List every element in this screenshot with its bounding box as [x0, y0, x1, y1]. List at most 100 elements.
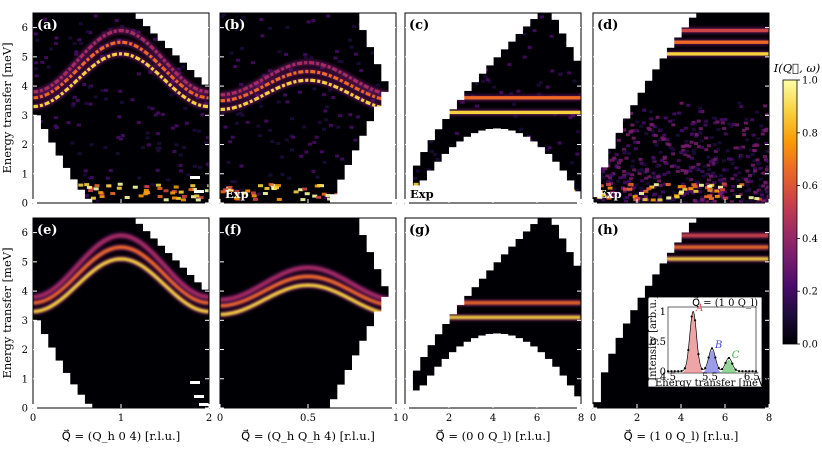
inset-peak-label-B: B — [714, 340, 722, 351]
branch-3 — [220, 266, 396, 302]
ytick-label: 3 — [22, 316, 28, 327]
xtick-label: 0 — [30, 413, 36, 424]
panel-label: (a) — [37, 18, 58, 33]
branch-1 — [593, 257, 769, 261]
inset-xtick-label: 6.5 — [744, 372, 760, 383]
dispersion-branches — [33, 232, 209, 315]
dispersion-branches — [405, 299, 581, 321]
xtick-label: 0 — [217, 413, 223, 424]
inset-data-point — [693, 319, 697, 322]
xtick-label: 4 — [678, 413, 684, 424]
branch-2 — [220, 69, 396, 103]
ytick-label: 5 — [22, 52, 28, 63]
ytick-label: 4 — [22, 82, 28, 93]
panel-label: (e) — [37, 223, 58, 238]
ytick-label: 1 — [22, 169, 28, 180]
inset-peak-C — [714, 359, 744, 373]
inset-peak-A — [678, 313, 708, 373]
kinematic-mask — [405, 218, 581, 408]
inset-data-point — [748, 370, 751, 373]
dispersion-branches — [33, 27, 209, 110]
branch-1 — [220, 78, 396, 112]
colorbar-tick-label: 0.6 — [802, 181, 818, 192]
inset-data-point — [727, 356, 731, 360]
ytick-label: 0 — [22, 404, 28, 415]
inset-data-point — [724, 361, 727, 364]
inset-ytick-label: 0.5 — [650, 337, 666, 348]
exp-tag: Exp — [225, 187, 249, 201]
panel-h: 0 2 4 6 8 Q⃗ = (1 0 Q_l) [r.l.u.] (h) A BC 4.5 5.5… — [590, 217, 772, 443]
branch-3 — [33, 233, 209, 299]
ytick-label: 2 — [22, 345, 28, 356]
panel-b: (b) Exp — [219, 12, 397, 204]
branch-2 — [593, 245, 769, 249]
colorbar-tick-label: 0.0 — [802, 340, 818, 351]
x-axis-label: Q⃗ = (Q_h Q_h 4) [r.l.u.] — [241, 428, 375, 443]
inset-data-point — [707, 356, 710, 359]
inset-data-point — [677, 370, 680, 373]
xtick-label: 2 — [206, 413, 212, 424]
inset-data-point — [751, 370, 754, 373]
dispersion-branches — [220, 264, 396, 318]
exp-tag: Exp — [38, 187, 62, 201]
inset-data-point — [710, 347, 714, 350]
inset-data-point — [690, 315, 693, 318]
xtick-label: 2 — [446, 413, 452, 424]
branch-2 — [405, 96, 581, 100]
xtick-label: 1 — [118, 413, 124, 424]
kinematic-mask — [405, 13, 581, 203]
colorbar-tick-label: 1.0 — [802, 76, 818, 87]
xtick-label: 8 — [766, 413, 772, 424]
inset-data-point — [687, 348, 690, 352]
panel-label: (d) — [597, 18, 618, 33]
panel-e: 0 1 2 3 4 5 6 Energy transfer [meV] 0 1 2 Q⃗ = (Q_h… — [0, 217, 212, 443]
panel-label: (h) — [597, 223, 619, 238]
inset-ytick-label: 0 — [660, 367, 666, 378]
kinematic-mask — [330, 13, 396, 203]
inset-peak-label-C: C — [732, 350, 740, 361]
inset-data-point — [737, 369, 741, 373]
inset-data-point — [744, 370, 747, 373]
branch-2 — [220, 274, 396, 308]
inset-data-point — [717, 366, 720, 370]
branch-2 — [33, 245, 209, 305]
inset-data-point — [731, 362, 734, 365]
colorbar-label: I(Q⃗, ω) — [773, 61, 821, 75]
inset-data-point — [714, 356, 717, 359]
ytick-label: 1 — [22, 374, 28, 385]
inset-data-point — [704, 367, 707, 370]
ytick-label: 6 — [22, 23, 28, 34]
panel-label: (c) — [409, 18, 429, 33]
inset-data-point — [673, 370, 676, 373]
branch-1 — [405, 315, 581, 320]
inset-data-point — [754, 370, 758, 373]
kinematic-mask — [33, 13, 209, 203]
ytick-label: 4 — [22, 287, 28, 298]
kinematic-mask — [593, 13, 697, 198]
branch-1 — [405, 110, 581, 115]
branch-3 — [220, 61, 396, 97]
ytick-label: 6 — [22, 228, 28, 239]
xtick-label: 6 — [534, 413, 540, 424]
inset-peak-label-A: A — [695, 303, 703, 314]
ytick-label: 0 — [22, 199, 28, 210]
x-axis-label: Q⃗ = (0 0 Q_l) [r.l.u.] — [436, 428, 551, 443]
x-axis-label: Q⃗ = (1 0 Q_l) [r.l.u.] — [624, 428, 739, 443]
xtick-label: 0 — [590, 413, 596, 424]
ytick-label: 3 — [22, 111, 28, 122]
inset-xtick-label: 4.5 — [660, 372, 676, 383]
branch-1 — [220, 283, 396, 317]
inset-ytick-label: 1 — [660, 307, 666, 318]
kinematic-mask — [593, 218, 697, 403]
inset-data-point — [741, 370, 744, 373]
kinematic-mask — [330, 218, 396, 408]
branch-1 — [593, 52, 769, 56]
branch-1 — [33, 257, 209, 314]
panel-label: (f) — [224, 223, 242, 238]
mask-marks — [190, 381, 209, 406]
panel-a: 0 1 2 3 4 5 6 Energy transfer [meV] (a) Exp — [0, 12, 210, 210]
panel-label: (g) — [409, 223, 430, 238]
panel-f: 0 0.5 1 Q⃗ = (Q_h Q_h 4) [r.l.u.] (f) — [217, 217, 399, 443]
panel-g: 0 2 4 6 8 Q⃗ = (0 0 Q_l) [r.l.u.] (g) — [402, 217, 584, 443]
y-axis-label: Energy transfer [meV] — [0, 247, 14, 378]
